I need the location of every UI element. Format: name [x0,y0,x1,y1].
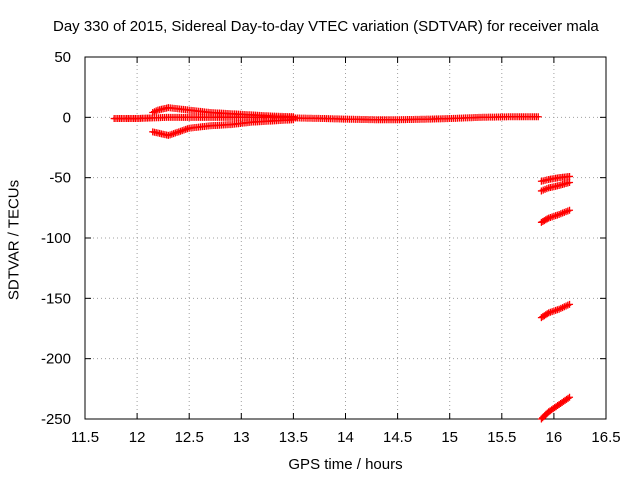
x-tick-label: 16 [546,429,563,446]
x-tick-label: 15.5 [487,429,516,446]
data-point [564,394,572,402]
data-point [152,107,160,115]
data-point [543,215,551,223]
y-tick-label: -100 [41,230,71,247]
x-tick-label: 13 [233,429,250,446]
y-tick-label: 50 [54,49,71,66]
data-point [566,178,574,186]
x-tick-label: 14 [337,429,354,446]
data-point [534,113,542,121]
chart-title: Day 330 of 2015, Sidereal Day-to-day VTE… [53,18,599,35]
x-tick-label: 16.5 [591,429,620,446]
plot-frame [84,56,607,420]
data-point [566,172,574,180]
data-point [566,300,574,308]
x-tick-label: 15 [441,429,458,446]
x-tick-label: 13.5 [279,429,308,446]
data-point [566,206,574,214]
data-point [566,393,574,401]
data-point [543,310,551,318]
y-tick-label: 0 [63,109,71,126]
x-tick-label: 12 [129,429,146,446]
data-point [289,116,297,124]
y-tick-label: -200 [41,351,71,368]
x-tick-label: 12.5 [175,429,204,446]
y-tick-label: -150 [41,290,71,307]
x-tick-label: 14.5 [383,429,412,446]
y-tick-label: -50 [49,170,71,187]
x-tick-label: 11.5 [71,429,99,446]
x-axis-label: GPS time / hours [288,456,403,473]
y-tick-label: -250 [41,411,71,428]
